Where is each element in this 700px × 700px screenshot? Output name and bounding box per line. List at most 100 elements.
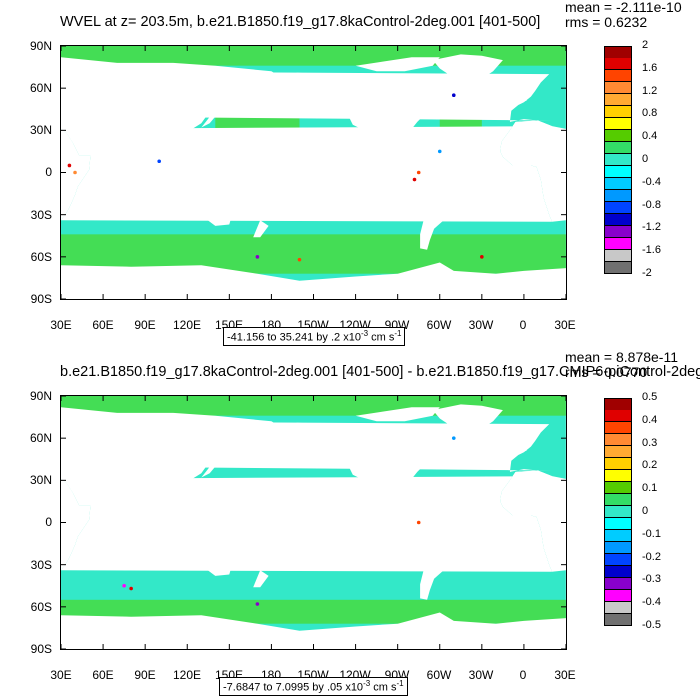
map-top: 90N 60N 30N 0 30S 60S 90S 30E 60E 90E 12…	[0, 39, 576, 332]
land-australia	[178, 538, 234, 576]
colorbar-label: -0.4	[642, 175, 661, 188]
lon-label: 60W	[426, 668, 452, 682]
lat-label: 30N	[29, 473, 52, 487]
colorbar-label: -2	[642, 267, 652, 279]
colorbar-swatch	[604, 214, 632, 226]
colorbar-swatch	[604, 458, 632, 470]
colorbar-swatch	[604, 446, 632, 458]
hotspot-marker	[157, 159, 161, 164]
land-madagascar	[80, 190, 90, 208]
colorbar-label: 0.5	[642, 391, 658, 403]
lon-label: 30E	[554, 668, 576, 682]
land-australia	[178, 188, 234, 226]
rms-value-top: rms = 0.6232	[565, 14, 648, 30]
colorbar-swatch	[604, 202, 632, 214]
lon-label: 120E	[172, 668, 202, 682]
lat-label: 90N	[29, 389, 52, 403]
land-southAmerica	[410, 157, 475, 250]
land-newGuinea	[202, 173, 230, 187]
lat-label: 0	[45, 165, 52, 179]
colorbar-swatch	[604, 94, 632, 106]
land-africa-east	[61, 470, 552, 572]
colorbar-swatch	[604, 482, 632, 494]
hotspot-marker	[416, 520, 421, 525]
rms-value-bottom: rms = 0.0770	[565, 364, 648, 380]
lat-label: 30S	[30, 208, 52, 222]
lat-label: 60S	[30, 250, 52, 264]
land-uk	[515, 89, 527, 103]
colorbar-swatch	[604, 70, 632, 82]
land-newZealand	[253, 220, 269, 238]
hotspot-marker	[451, 93, 456, 97]
colorbar-swatch	[604, 530, 632, 542]
land-africa-east	[61, 120, 552, 222]
colorbar-swatch	[604, 506, 632, 518]
lon-label: 120E	[172, 318, 202, 332]
colorbar-swatch	[604, 190, 632, 202]
land-centralAmerica	[378, 491, 416, 512]
land-newGuinea	[202, 523, 230, 537]
lat-label: 30S	[30, 558, 52, 572]
colorbar-label: -0.4	[642, 596, 661, 609]
lat-label: 30N	[29, 123, 52, 137]
lon-label: 60W	[426, 318, 452, 332]
colorbar-swatch	[604, 470, 632, 482]
land-arcticIslands	[355, 407, 440, 422]
land-antarctica	[61, 262, 566, 299]
colorbar-label: -0.5	[642, 619, 661, 631]
lat-label: 60S	[30, 600, 52, 614]
land-japan	[201, 459, 223, 478]
lon-label: 90E	[134, 318, 156, 332]
colorbar-label: -0.3	[642, 573, 661, 586]
lon-label: 0	[519, 318, 527, 332]
colorbar-label: 0	[642, 153, 649, 165]
lon-label: 60E	[92, 668, 114, 682]
colorbar-swatch	[604, 494, 632, 506]
lon-label: 30W	[468, 668, 494, 682]
range-info-top: -41.156 to 35.241 by .2 x10-3 cm s-1	[223, 327, 406, 346]
range-info-bottom: -7.6847 to 7.0995 by .05 x10-3 cm s-1	[219, 677, 408, 696]
colorbar-label: 0.4	[642, 413, 658, 426]
colorbar-swatch	[604, 614, 632, 626]
land-indonesia2	[171, 162, 186, 177]
stats-top: mean = -2.111e-10 rms = 0.6232	[565, 0, 682, 30]
colorbar-label: -0.8	[642, 198, 661, 211]
hotspot-marker	[73, 170, 77, 175]
colorbar-swatch	[604, 410, 632, 422]
hotspot-marker	[437, 149, 442, 154]
land-southAmerica	[410, 507, 475, 600]
colorbar-label: 1.2	[642, 84, 658, 97]
colorbar-swatch	[604, 578, 632, 590]
colorbar-swatch	[604, 434, 632, 446]
land-centralAmerica	[378, 141, 416, 162]
hotspot-marker	[129, 586, 133, 591]
hotspot-marker	[122, 583, 126, 588]
mean-value-bottom: mean = 8.878e-11	[565, 349, 678, 365]
land-antarctica	[61, 612, 566, 649]
colorbar-swatch	[604, 262, 632, 274]
land-indonesia1	[152, 514, 188, 534]
hotspot-marker	[480, 255, 484, 259]
lon-label: 60E	[92, 318, 114, 332]
land-indonesia1	[152, 164, 188, 184]
colorbar-swatch	[604, 590, 632, 602]
colorbar-label: 0.4	[642, 130, 658, 143]
land-indonesia2	[171, 512, 186, 527]
colorbar-label: 2	[642, 39, 649, 51]
panel-top: WVEL at z= 203.5m, b.e21.B1850.f19_g17.8…	[0, 0, 682, 346]
land-northAmerica	[285, 72, 440, 152]
land-northAmerica	[285, 422, 440, 502]
colorbar-label: 1.6	[642, 61, 658, 74]
colorbar-swatch	[604, 238, 632, 250]
colorbar-swatch	[604, 518, 632, 530]
map-bottom: 90N 60N 30N 0 30S 60S 90S 30E 60E 90E 12…	[0, 389, 576, 682]
stats-bottom: mean = 8.878e-11 rms = 0.0770	[565, 350, 678, 380]
colorbar-swatch	[604, 250, 632, 262]
land-newZealand	[253, 570, 269, 588]
mean-value-top: mean = -2.111e-10	[565, 0, 682, 15]
colorbar-label: -0.1	[642, 527, 661, 540]
colorbar-label: 0.8	[642, 107, 658, 120]
colorbar-label: 0	[642, 505, 649, 517]
land-arcticIslands	[355, 57, 440, 72]
hotspot-marker	[297, 257, 302, 262]
